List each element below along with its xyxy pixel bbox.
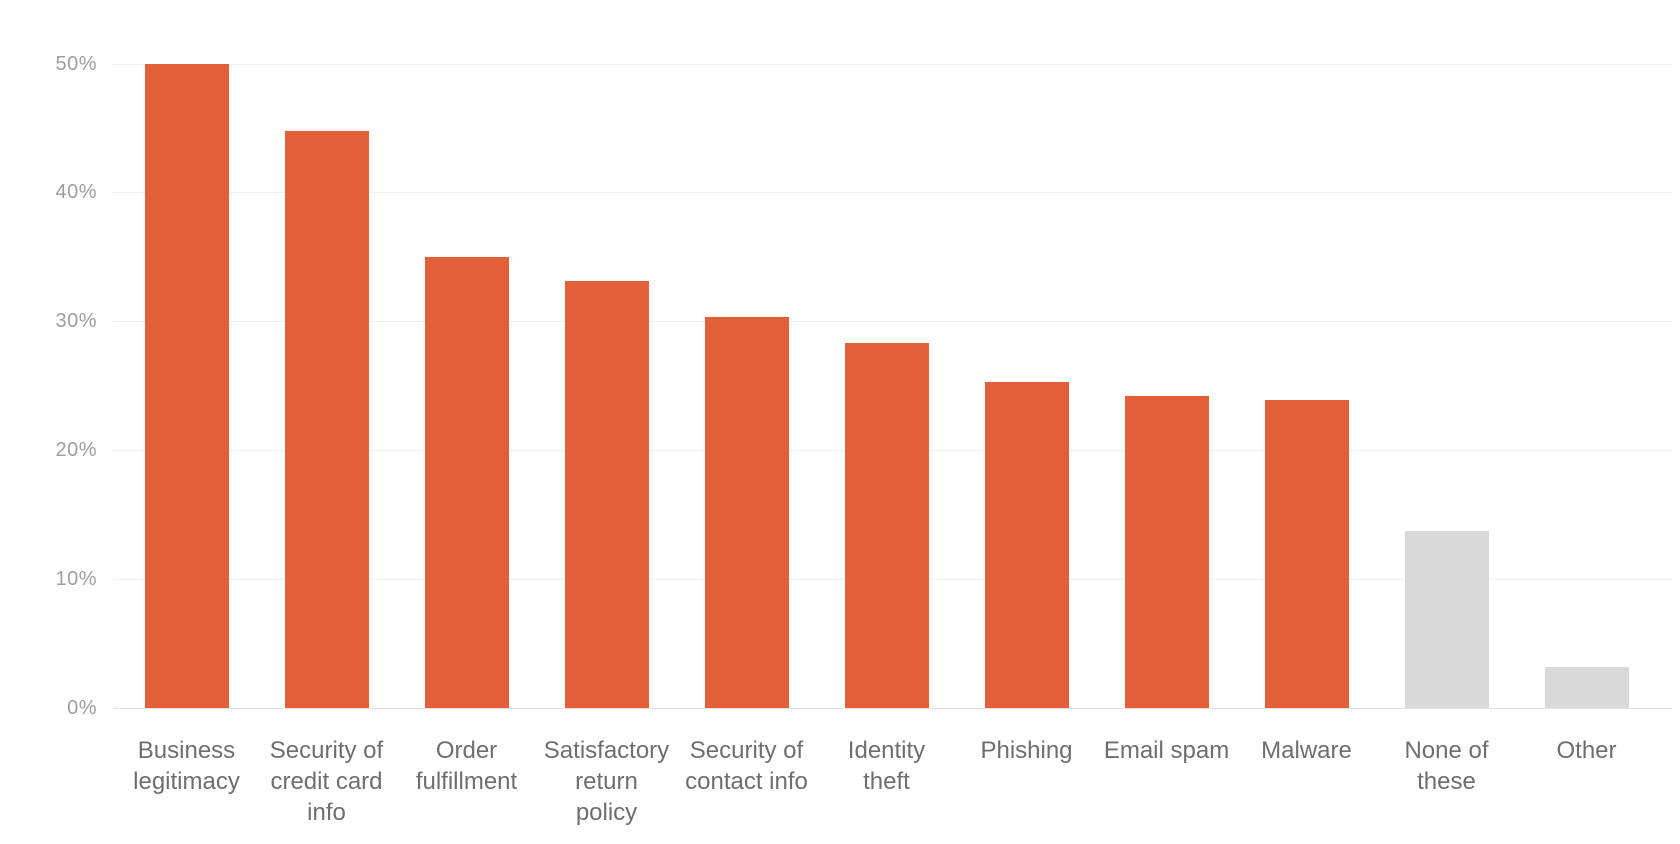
x-tick-label-identity-theft: Identity theft: [847, 737, 926, 795]
bar-malware: [1264, 399, 1349, 708]
x-tick-label-business-legitimacy: Business legitimacy: [133, 737, 240, 795]
x-tick-label-malware: Malware: [1261, 737, 1352, 764]
y-tick-label-30%: 30%: [55, 310, 97, 333]
y-tick-label-40%: 40%: [55, 181, 97, 204]
y-tick-label-10%: 10%: [55, 568, 97, 591]
bar-business-legitimacy: [144, 63, 229, 708]
x-tick-label-other: Other: [1556, 737, 1617, 764]
bar-identity-theft: [844, 343, 929, 708]
bar-email-spam: [1124, 396, 1209, 708]
y-tick-label-0%: 0%: [67, 697, 97, 719]
bar-satisfactory-return-policy: [564, 281, 649, 708]
x-tick-label-security-of-contact-info: Security of contact info: [685, 737, 808, 795]
gridline-50%: [113, 63, 1672, 65]
x-tick-label-security-of-credit-card-info: Security of credit card info: [269, 737, 384, 826]
bar-security-of-credit-card-info: [284, 130, 369, 708]
gridline-30%: [113, 321, 1672, 323]
gridline-0%: [113, 708, 1672, 709]
x-tick-label-order-fulfillment: Order fulfillment: [415, 737, 518, 795]
gridline-40%: [113, 192, 1672, 194]
y-tick-label-50%: 50%: [55, 52, 97, 75]
bar-order-fulfillment: [424, 256, 509, 708]
x-tick-label-email-spam: Email spam: [1103, 737, 1230, 764]
x-tick-label-none-of-these: None of these: [1404, 737, 1489, 795]
bar-other: [1544, 666, 1629, 708]
bar-security-of-contact-info: [704, 317, 789, 708]
x-tick-label-satisfactory-return-policy: Satisfactory return policy: [543, 737, 670, 826]
y-tick-label-20%: 20%: [55, 439, 97, 462]
x-tick-label-phishing: Phishing: [980, 737, 1073, 764]
bar-none-of-these: [1404, 531, 1489, 708]
bar-phishing: [984, 381, 1069, 708]
